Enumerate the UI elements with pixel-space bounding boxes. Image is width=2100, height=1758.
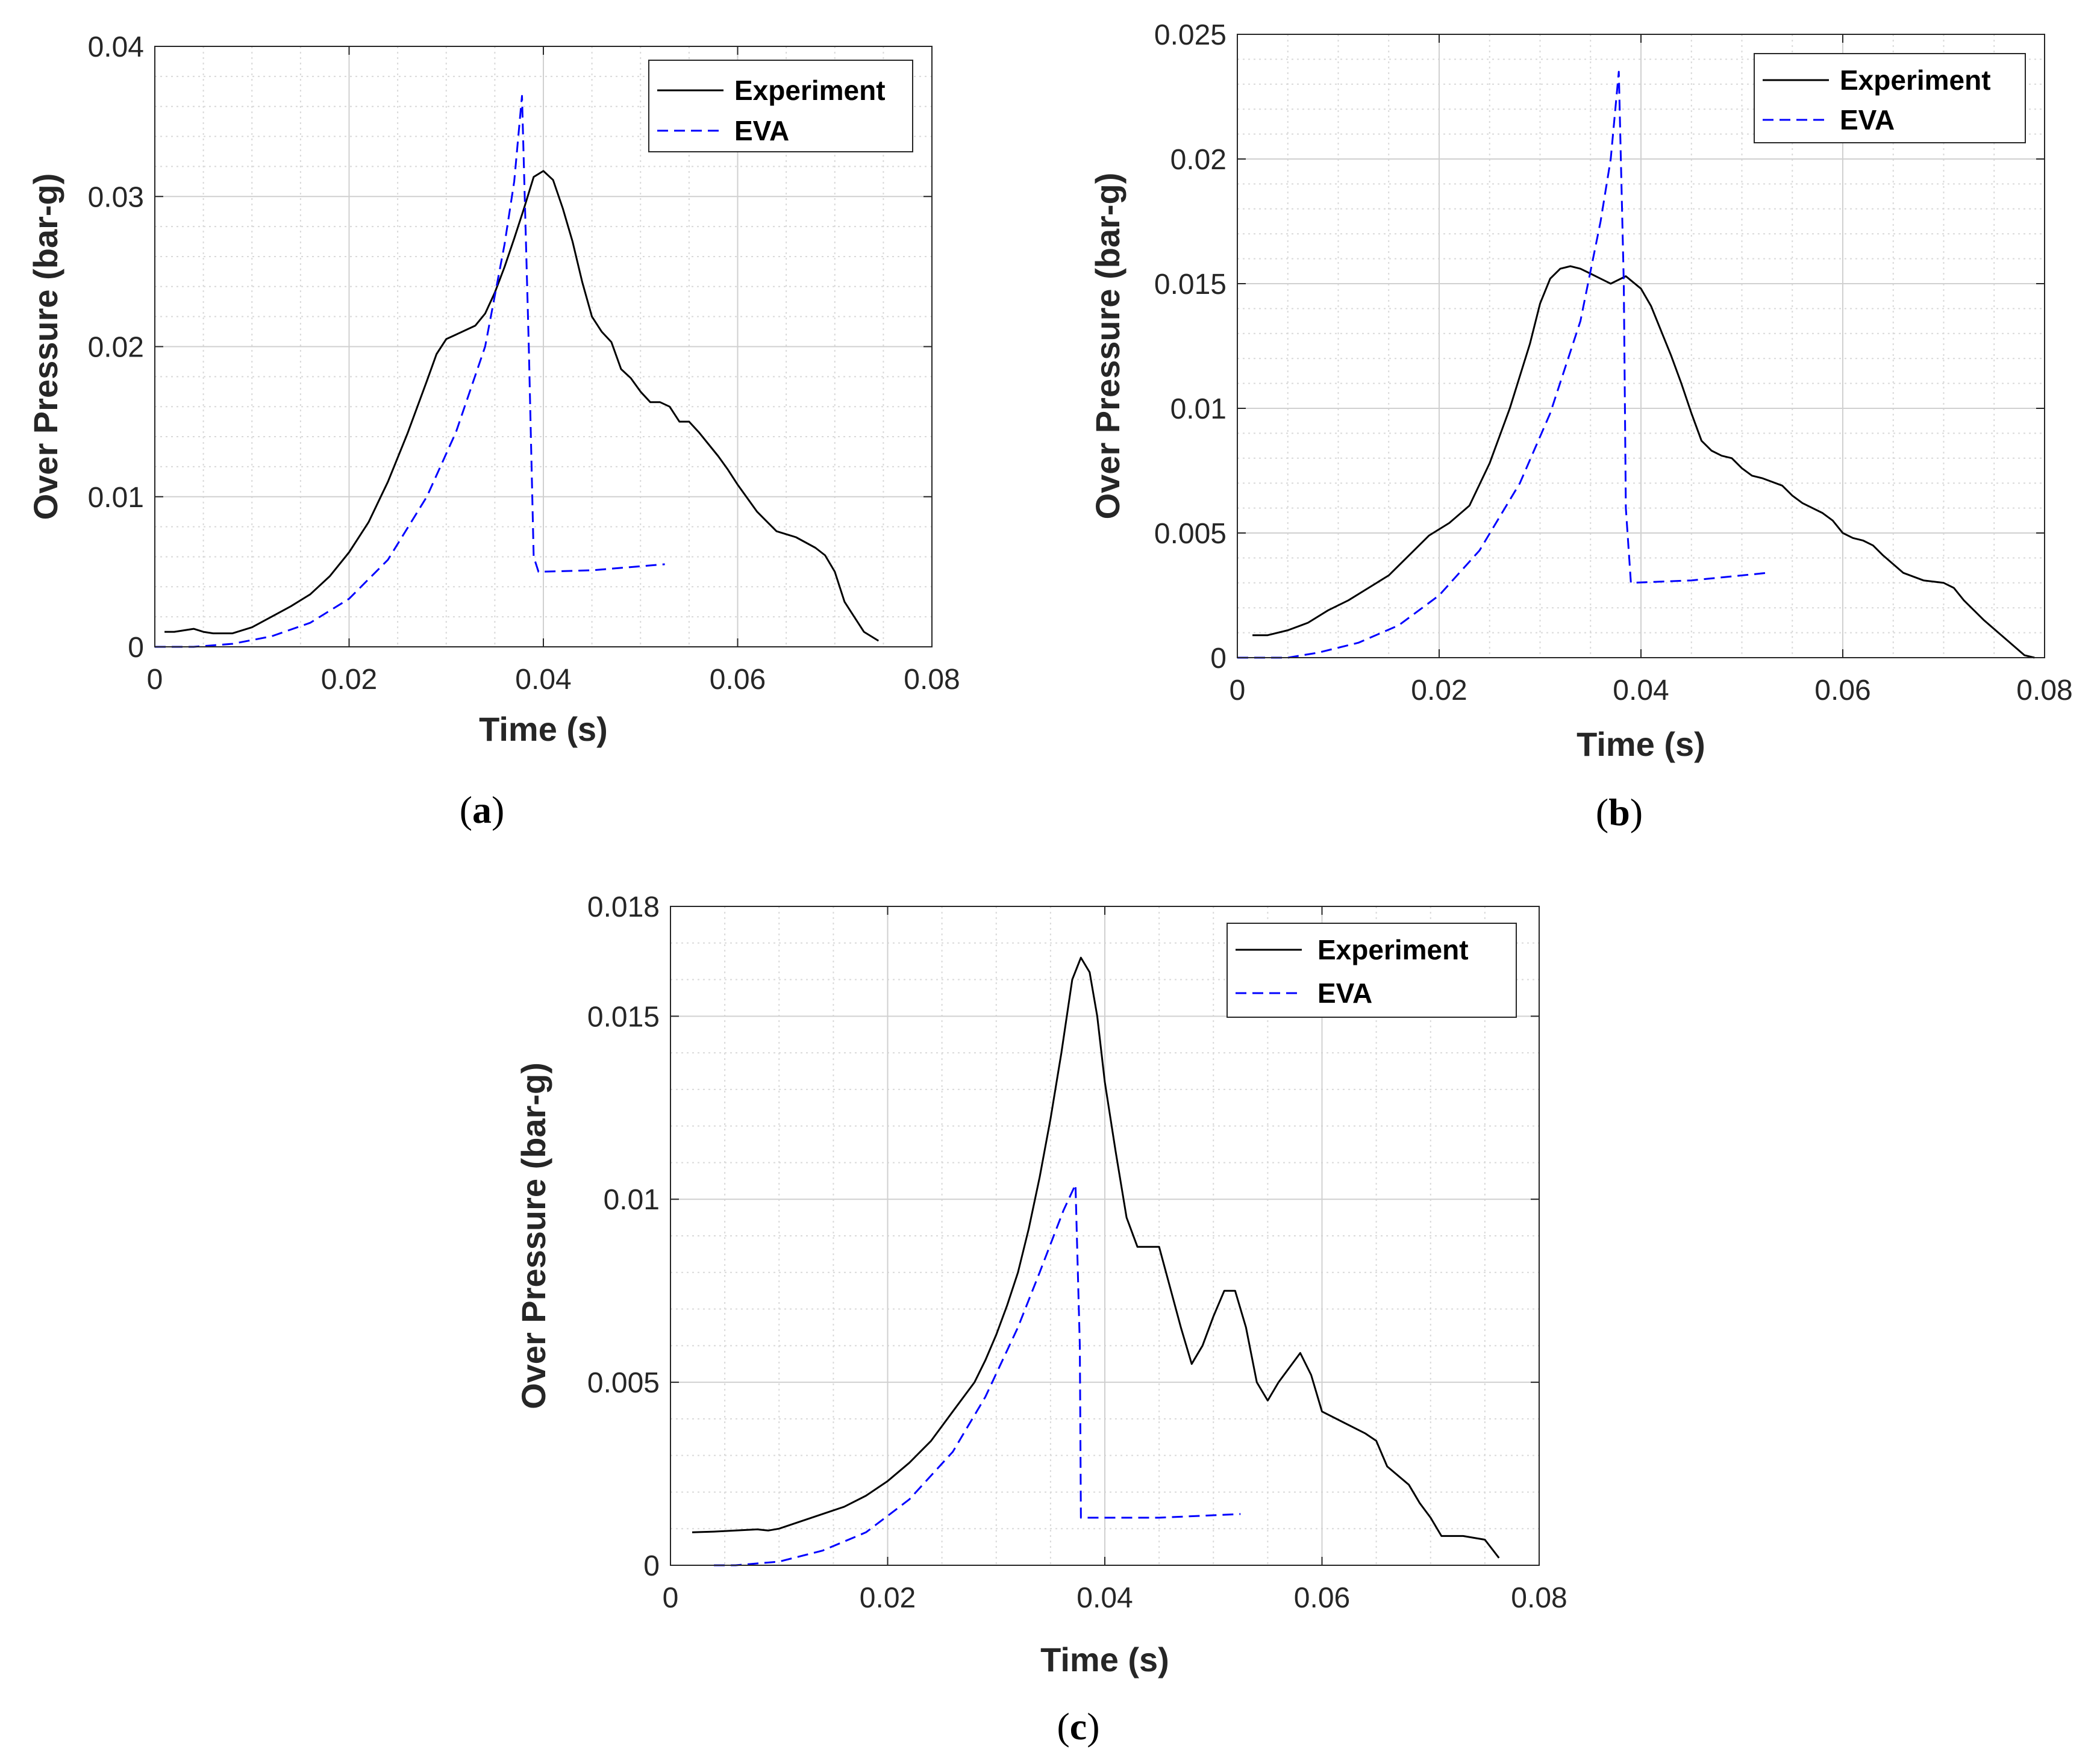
panel-a-legend-label-experiment: Experiment [734, 75, 886, 106]
panel-a-legend: Experiment EVA [648, 60, 913, 152]
panel-a-label: (a) [460, 788, 505, 831]
panel-a-series [155, 95, 880, 648]
panel-a-grid [155, 46, 932, 647]
panel-a-ytick-label: 0.04 [88, 31, 144, 63]
panel-c-legend-label-experiment: Experiment [1317, 934, 1469, 965]
panel-a-xlabel: Time (s) [479, 710, 608, 748]
panel-c-ytick-label: 0.018 [587, 891, 660, 923]
panel-c-label-close: ) [1087, 1705, 1099, 1748]
panel-b-ticks: 0 0.02 0.04 0.06 0.08 0 0.005 0.01 0.015 0.02 0.02… [1154, 19, 2073, 706]
panel-b-xtick-label: 0 [1230, 675, 1246, 706]
panel-b-ytick-label: 0.01 [1170, 393, 1227, 425]
panel-c: 0 0.02 0.04 0.06 0.08 0 0.005 0.01 0.015 0.018 Ti… [514, 891, 1567, 1748]
panel-a-xtick-label: 0.06 [710, 664, 766, 696]
panel-a-label-open: ( [460, 788, 472, 831]
panel-b-ytick-label: 0.02 [1170, 144, 1227, 176]
panel-c-ytick-label: 0.015 [587, 1001, 660, 1033]
panel-a-ticks: 0 0.02 0.04 0.06 0.08 0 0.01 0.02 0.03 0.04 [88, 31, 960, 696]
panel-a-series-experiment [164, 170, 880, 642]
panel-c-xtick-label: 0 [663, 1582, 679, 1614]
panel-b-legend-label-experiment: Experiment [1840, 64, 1991, 96]
panel-b-legend: Experiment EVA [1754, 53, 2026, 143]
panel-c-ylabel: Over Pressure (bar-g) [514, 1062, 552, 1409]
panel-a-legend-box [648, 60, 913, 152]
panel-c-xtick-label: 0.04 [1077, 1582, 1133, 1614]
panel-a-ytick-label: 0.03 [88, 181, 144, 213]
panel-c-ticks: 0 0.02 0.04 0.06 0.08 0 0.005 0.01 0.015 0.018 [587, 891, 1567, 1614]
panel-c-series [692, 956, 1500, 1566]
panel-b-legend-label-eva: EVA [1840, 104, 1895, 136]
panel-a-label-close: ) [492, 788, 504, 831]
panel-a: 0 0.02 0.04 0.06 0.08 0 0.01 0.02 0.03 0.04 Time … [27, 31, 960, 831]
panel-a-legend-label-eva: EVA [734, 115, 789, 146]
panel-b-xtick-label: 0.06 [1814, 675, 1870, 706]
panel-c-grid [670, 906, 1539, 1565]
panel-b-series-experiment [1252, 265, 2035, 659]
panel-c-xtick-label: 0.06 [1294, 1582, 1350, 1614]
panel-c-series-eva [714, 1183, 1241, 1566]
panel-c-ytick-label: 0.01 [604, 1184, 660, 1216]
panel-c-ytick-label: 0 [643, 1550, 660, 1582]
panel-c-label-letter: c [1070, 1705, 1087, 1748]
panel-c-label: (c) [1057, 1705, 1099, 1748]
panel-a-xtick-label: 0.08 [904, 664, 960, 696]
panel-b-ytick-label: 0.005 [1154, 518, 1227, 550]
panel-c-legend-label-eva: EVA [1317, 977, 1372, 1009]
panel-c-xtick-label: 0.08 [1511, 1582, 1567, 1614]
panel-c-legend: Experiment EVA [1227, 923, 1517, 1018]
panel-a-series-eva [155, 95, 665, 648]
panel-b-series [1237, 70, 2035, 659]
panel-c-label-open: ( [1057, 1705, 1069, 1748]
panel-c-legend-box [1227, 923, 1517, 1018]
panel-b: 0 0.02 0.04 0.06 0.08 0 0.005 0.01 0.015 0.02 0.02… [1089, 19, 2073, 834]
panel-a-ytick-label: 0.02 [88, 332, 144, 364]
panel-b-xtick-label: 0.04 [1613, 675, 1669, 706]
panel-b-xtick-label: 0.02 [1411, 675, 1467, 706]
panel-a-ytick-label: 0.01 [88, 482, 144, 514]
panel-c-series-experiment [692, 956, 1500, 1559]
panel-c-ytick-label: 0.005 [587, 1367, 660, 1399]
panel-b-ytick-label: 0 [1210, 643, 1227, 675]
panel-a-xtick-label: 0 [147, 664, 163, 696]
panel-b-legend-box [1754, 53, 2026, 143]
panel-a-ylabel: Over Pressure (bar-g) [27, 173, 64, 520]
panel-b-ytick-label: 0.015 [1154, 269, 1227, 301]
panel-b-xlabel: Time (s) [1577, 725, 1705, 763]
panel-b-label-open: ( [1596, 791, 1608, 834]
panel-b-xtick-label: 0.08 [2016, 675, 2072, 706]
panel-a-xtick-label: 0.02 [321, 664, 377, 696]
panel-b-label-close: ) [1630, 791, 1643, 834]
panel-b-label: (b) [1596, 791, 1643, 834]
panel-b-ylabel: Over Pressure (bar-g) [1089, 173, 1127, 520]
panel-c-xlabel: Time (s) [1040, 1641, 1169, 1679]
panel-b-series-eva [1237, 70, 1767, 659]
panel-a-label-letter: a [472, 788, 492, 831]
panel-a-ytick-label: 0 [128, 632, 144, 664]
panel-b-ytick-label: 0.025 [1154, 19, 1227, 51]
panel-b-label-letter: b [1608, 791, 1630, 834]
panel-a-xtick-label: 0.04 [515, 664, 571, 696]
panel-c-xtick-label: 0.02 [860, 1582, 916, 1614]
